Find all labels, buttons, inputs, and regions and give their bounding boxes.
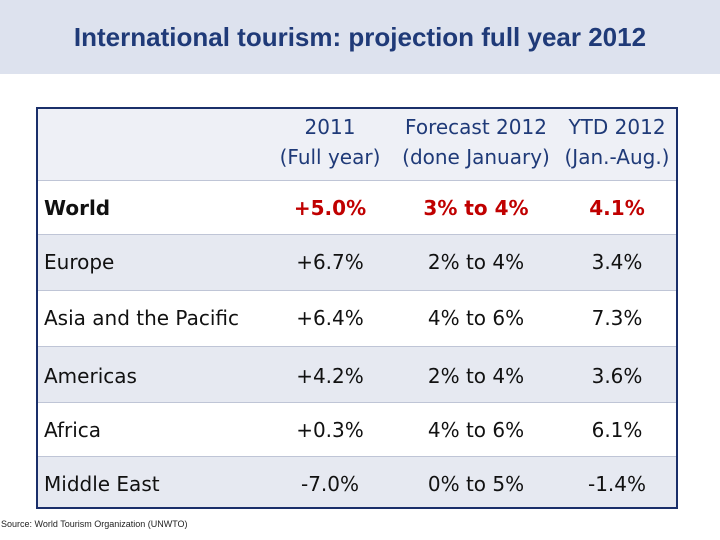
region-label: Africa — [44, 418, 102, 442]
table-row-europe: Europe +6.7% 2% to 4% 3.4% — [38, 234, 676, 290]
value-ytd: 7.3% — [591, 306, 643, 330]
column-header-ytd: YTD 2012 (Jan.-Aug.) — [564, 115, 670, 169]
value-forecast: 3% to 4% — [423, 196, 529, 220]
value-2011: -7.0% — [300, 472, 360, 496]
value-ytd: 4.1% — [589, 196, 645, 220]
value-ytd: 3.6% — [591, 364, 643, 388]
value-forecast: 4% to 6% — [427, 418, 525, 442]
value-2011: +6.4% — [296, 306, 364, 330]
value-ytd: 6.1% — [591, 418, 643, 442]
title-banner — [0, 0, 720, 74]
value-2011: +5.0% — [293, 196, 367, 220]
value-ytd: 3.4% — [591, 250, 643, 274]
region-label: Americas — [44, 364, 137, 388]
value-2011: +6.7% — [296, 250, 364, 274]
table-row-middle-east: Middle East -7.0% 0% to 5% -1.4% — [38, 456, 676, 507]
value-2011: +0.3% — [296, 418, 364, 442]
source-note: Source: World Tourism Organization (UNWT… — [1, 519, 188, 529]
value-forecast: 0% to 5% — [427, 472, 525, 496]
column-header-forecast: Forecast 2012 (done January) — [402, 115, 550, 169]
region-label: Europe — [44, 250, 115, 274]
page-title: International tourism: projection full y… — [73, 22, 647, 52]
value-forecast: 2% to 4% — [427, 250, 525, 274]
table-row-asia-pacific: Asia and the Pacific +6.4% 4% to 6% 7.3% — [38, 290, 676, 346]
value-forecast: 2% to 4% — [427, 364, 525, 388]
region-label: Asia and the Pacific — [44, 306, 239, 330]
region-label: World — [44, 196, 111, 220]
table-row-americas: Americas +4.2% 2% to 4% 3.6% — [38, 346, 676, 402]
column-header-2011: 2011 (Full year) — [279, 115, 381, 169]
table-row-world: World +5.0% 3% to 4% 4.1% — [38, 180, 676, 234]
value-2011: +4.2% — [296, 364, 364, 388]
value-forecast: 4% to 6% — [427, 306, 525, 330]
value-ytd: -1.4% — [587, 472, 647, 496]
region-label: Middle East — [44, 472, 160, 496]
table-row-africa: Africa +0.3% 4% to 6% 6.1% — [38, 402, 676, 456]
